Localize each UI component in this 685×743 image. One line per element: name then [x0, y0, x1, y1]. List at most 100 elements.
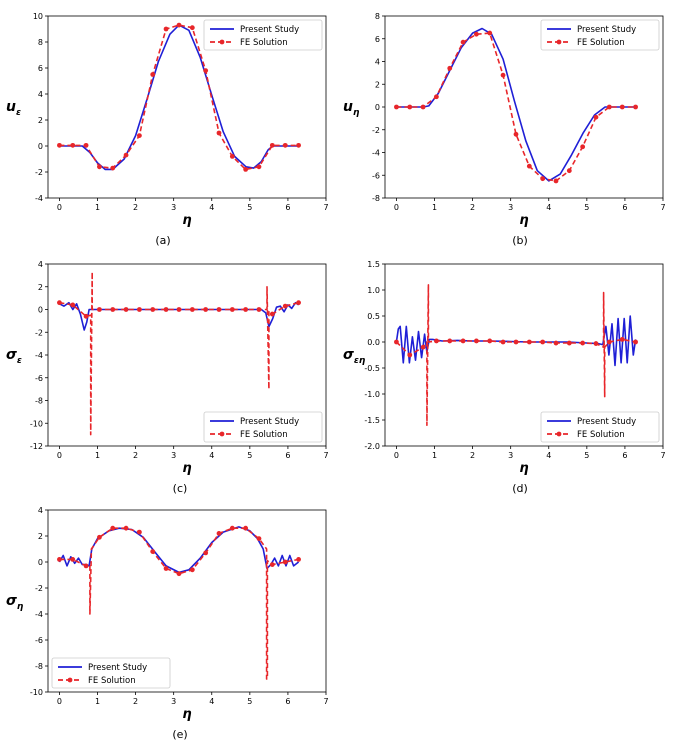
legend-fe-marker	[219, 431, 225, 437]
fe-solution-point	[407, 104, 413, 110]
fe-solution-point	[83, 313, 89, 319]
fe-solution-point	[57, 142, 62, 148]
fe-solution-point	[243, 307, 249, 312]
fe-solution-point	[407, 352, 413, 358]
x-tick-label: 1	[432, 203, 437, 212]
y-axis-label: uη	[343, 99, 360, 118]
chart-c: 0 1 2 3 4 5 6 7 -12 -10 -8 -6 -4 -2 0 2 4 η σε (c) Present S…	[6, 260, 329, 495]
fe-solution-point	[176, 22, 182, 28]
x-tick-label: 2	[470, 203, 475, 212]
y-tick-label: -10	[30, 419, 43, 428]
fe-solution-point	[163, 26, 169, 32]
x-tick-label: 3	[508, 451, 513, 460]
fe-solution-line	[59, 271, 299, 436]
x-tick-label: 7	[323, 697, 328, 706]
fe-solution-point	[70, 302, 76, 308]
plot-frame	[47, 15, 327, 199]
fe-solution-point	[420, 104, 426, 110]
x-tick-label: 0	[394, 203, 399, 212]
fe-solution-point	[540, 176, 546, 182]
x-tick-label: 6	[285, 697, 290, 706]
y-tick-label: -6	[35, 374, 43, 383]
y-tick-label: 1.0	[367, 286, 380, 295]
fe-solution-point	[229, 154, 235, 159]
x-axis-label: η	[182, 707, 191, 722]
y-tick-label: -8	[35, 662, 43, 671]
legend-box	[540, 411, 660, 443]
y-tick-label: 2	[375, 80, 380, 89]
y-tick-label: -1.0	[364, 390, 380, 399]
x-tick-label: 4	[209, 697, 214, 706]
y-axis-label-main: u	[6, 99, 16, 115]
fe-solution-point	[150, 72, 156, 77]
x-axis-label: η	[182, 461, 191, 476]
fe-solution-point	[83, 563, 89, 569]
y-tick-label: -10	[30, 688, 43, 697]
fe-solution-point	[526, 339, 532, 345]
fe-solution-point	[460, 338, 466, 344]
fe-solution-point	[394, 339, 399, 345]
y-tick-label: -8	[372, 194, 380, 203]
fe-solution-point	[633, 104, 638, 110]
x-tick-label: 4	[209, 451, 214, 460]
legend-fe-marker	[556, 431, 562, 437]
fe-solution-point	[526, 163, 532, 169]
y-axis-label-main: σ	[343, 347, 354, 363]
fe-solution-point	[256, 536, 262, 541]
x-tick-label: 4	[546, 203, 551, 212]
fe-solution-point	[57, 300, 62, 306]
fe-solution-point	[473, 31, 479, 37]
fe-solution-point	[420, 344, 426, 350]
y-tick-label: 6	[375, 35, 380, 44]
y-tick-label: -1.5	[364, 416, 380, 425]
fe-solution-point	[123, 525, 129, 531]
plot-frame	[47, 509, 327, 693]
fe-solution-point	[633, 339, 638, 345]
y-tick-label: 0.5	[367, 312, 380, 321]
x-tick-label: 0	[394, 451, 399, 460]
fe-solution-line	[395, 283, 636, 427]
plot-area	[394, 27, 638, 184]
y-axis-label: ση	[6, 593, 24, 612]
fe-solution-point	[97, 164, 102, 170]
caption: (b)	[512, 234, 528, 247]
y-tick-label: 2	[38, 532, 43, 541]
y-tick-label: -4	[35, 351, 43, 360]
legend-fe-marker	[67, 677, 73, 683]
fe-solution-point	[229, 525, 235, 531]
x-tick-label: 7	[323, 451, 328, 460]
caption: (c)	[173, 482, 188, 495]
y-tick-label: -0.5	[364, 364, 380, 373]
fe-solution-point	[269, 311, 275, 317]
x-tick-label: 4	[546, 451, 551, 460]
y-axis-label-main: σ	[6, 593, 17, 609]
fe-solution-point	[619, 337, 625, 342]
x-tick-label: 0	[57, 697, 62, 706]
x-tick-label: 1	[95, 203, 100, 212]
fe-solution-point	[434, 94, 439, 100]
x-tick-label: 5	[247, 451, 252, 460]
x-tick-label: 3	[171, 203, 176, 212]
fe-solution-point	[203, 68, 209, 73]
plot-area	[394, 283, 638, 427]
legend-present-label: Present Study	[577, 417, 636, 427]
x-tick-label: 6	[622, 203, 627, 212]
fe-solution-point	[136, 307, 142, 312]
y-tick-label: 2	[38, 116, 43, 125]
fe-solution-point	[487, 30, 493, 36]
y-tick-label: -4	[372, 149, 380, 158]
fe-solution-point	[216, 531, 222, 536]
fe-solution-point	[447, 338, 453, 344]
fe-solution-point	[606, 339, 612, 345]
legend-box	[203, 19, 323, 51]
fe-solution-point	[580, 144, 586, 150]
fe-solution-point	[243, 525, 249, 531]
y-tick-label: 0	[38, 306, 43, 315]
present-study-line	[58, 526, 300, 574]
x-tick-label: 3	[508, 203, 513, 212]
caption: (a)	[155, 234, 170, 247]
plot-frame	[384, 263, 664, 447]
x-tick-label: 4	[209, 203, 214, 212]
